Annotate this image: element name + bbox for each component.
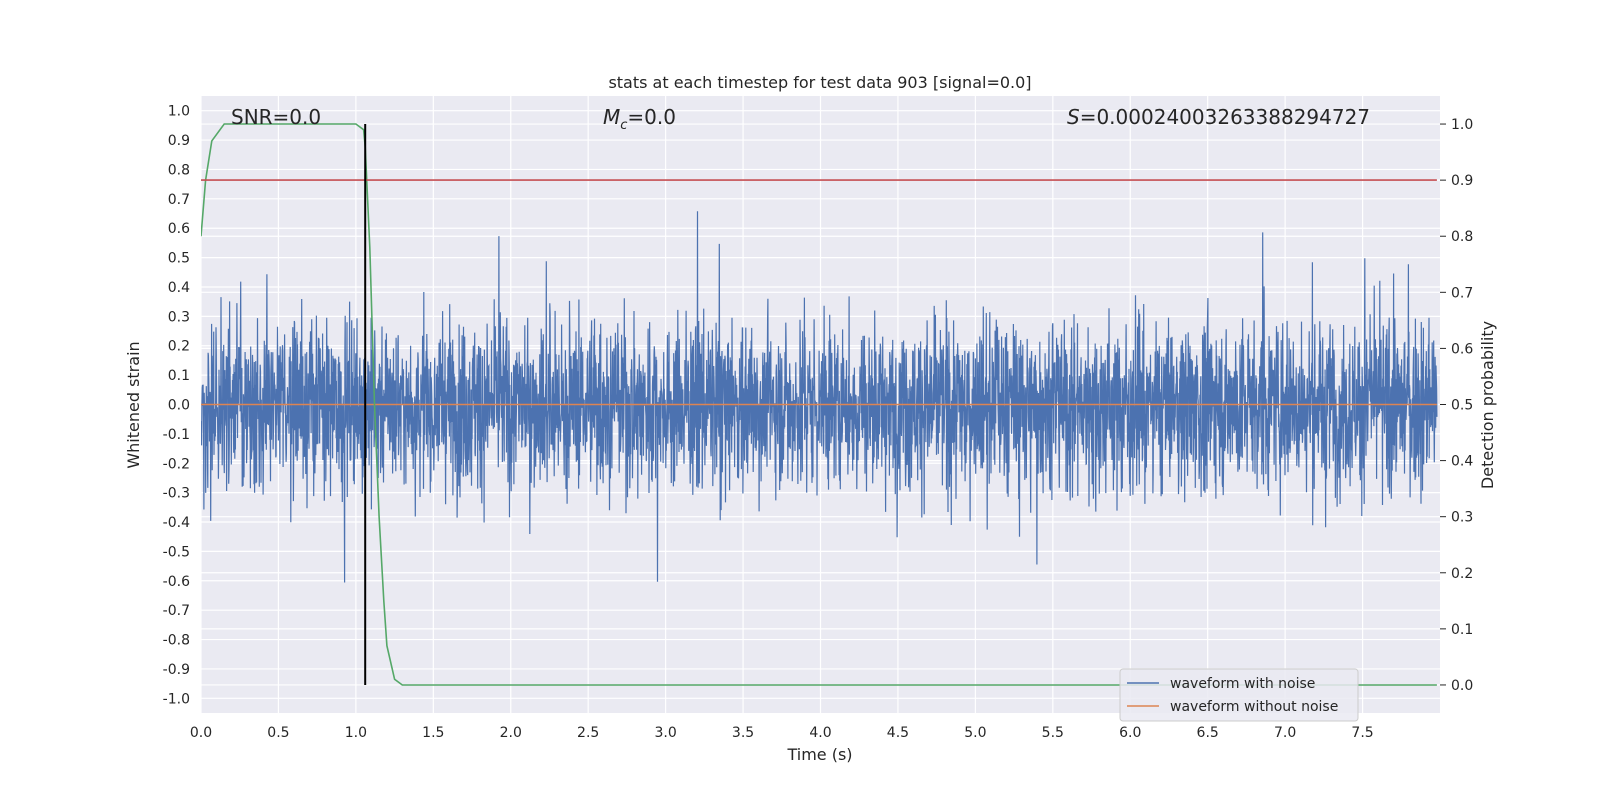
overlay-lines: [201, 123, 1437, 686]
x-tick-label: 1.0: [345, 725, 367, 741]
x-tick-label: 0.5: [267, 725, 289, 741]
detection-probability-line: [201, 123, 1437, 686]
y-tick-label: -1.0: [163, 691, 190, 707]
y-tick-label: -0.6: [163, 574, 190, 590]
y-tick-label: 0.9: [168, 133, 190, 149]
y-tick-label: 0.6: [168, 221, 190, 237]
y-tick-label: 1.0: [168, 104, 190, 120]
y2-tick-label: 0.3: [1451, 510, 1473, 526]
y-tick-label: 0.1: [168, 368, 190, 384]
y-tick-label: -0.3: [163, 486, 190, 502]
y2-tick-label: 0.6: [1451, 341, 1473, 357]
y-tick-label: -0.7: [163, 603, 190, 619]
x-tick-label: 7.0: [1274, 725, 1296, 741]
y-tick-label: 0.2: [168, 339, 190, 355]
y-axis-label: Whitened strain: [124, 341, 143, 468]
annotation-snr: SNR=0.0: [231, 105, 321, 129]
legend-label-clean: waveform without noise: [1170, 699, 1338, 715]
annotation-s-number: =0.00024003263388294727: [1080, 105, 1370, 129]
x-tick-label: 3.0: [654, 725, 676, 741]
y-tick-label: 0.8: [168, 162, 190, 178]
annotation-chirp-mass-subscript: c: [620, 118, 627, 133]
y-tick-label: -0.9: [163, 662, 190, 678]
x-tick-label: 6.5: [1197, 725, 1219, 741]
x-tick-label: 7.5: [1351, 725, 1373, 741]
y2-tick-label: 0.8: [1451, 229, 1473, 245]
chart-title: stats at each timestep for test data 903…: [608, 73, 1031, 92]
y-tick-label: 0.3: [168, 309, 190, 325]
x-tick-label: 5.5: [1042, 725, 1064, 741]
x-tick-label: 0.0: [190, 725, 212, 741]
y2-tick-label: 0.0: [1451, 678, 1473, 694]
y-axis-right: 1.0 0.9 0.8 0.7 0.6 0.5 0.4 0.3 0.2 0.1 0.0: [1440, 117, 1473, 694]
x-tick-label: 2.0: [500, 725, 522, 741]
y2-tick-label: 0.2: [1451, 566, 1473, 582]
legend: waveform with noise waveform without noi…: [1119, 668, 1359, 722]
x-tick-label: 3.5: [732, 725, 754, 741]
y2-tick-label: 0.9: [1451, 173, 1473, 189]
y-tick-label: -0.2: [163, 456, 190, 472]
y-tick-label: -0.4: [163, 515, 190, 531]
y2-axis-label: Detection probability: [1478, 321, 1497, 489]
annotation-chirp-mass-symbol: M: [603, 105, 620, 129]
y-tick-label: 0.0: [168, 398, 190, 414]
x-axis: 0.0 0.5 1.0 1.5 2.0 2.5 3.0 3.5 4.0 4.5 5.0 5.5 6.0 6…: [190, 725, 1374, 741]
y-tick-label: 0.4: [168, 280, 190, 296]
y2-tick-label: 0.4: [1451, 454, 1473, 470]
series-waveform-with-noise: [201, 211, 1438, 583]
annotation-chirp-mass-value: =0.0: [627, 105, 676, 129]
y2-tick-label: 0.5: [1451, 398, 1473, 414]
x-tick-label: 2.5: [577, 725, 599, 741]
waveform-with-noise-line: [201, 211, 1438, 583]
legend-box: [1119, 668, 1359, 722]
y2-tick-label: 0.7: [1451, 285, 1473, 301]
y-tick-label: -0.1: [163, 427, 190, 443]
y-tick-label: -0.5: [163, 544, 190, 560]
x-tick-label: 6.0: [1119, 725, 1141, 741]
legend-label-noise: waveform with noise: [1170, 676, 1315, 692]
x-tick-label: 5.0: [964, 725, 986, 741]
x-tick-label: 4.5: [887, 725, 909, 741]
y-tick-label: -0.8: [163, 633, 190, 649]
y-tick-label: 0.7: [168, 192, 190, 208]
y2-tick-label: 1.0: [1451, 117, 1473, 133]
y-tick-label: 0.5: [168, 251, 190, 267]
x-tick-label: 4.0: [809, 725, 831, 741]
x-axis-label: Time (s): [786, 745, 852, 764]
annotation-s-value: S=0.00024003263388294727: [1067, 105, 1370, 129]
y2-tick-label: 0.1: [1451, 622, 1473, 638]
annotation-s-symbol: S: [1067, 105, 1080, 129]
x-tick-label: 1.5: [422, 725, 444, 741]
y-axis-left: 1.0 0.9 0.8 0.7 0.6 0.5 0.4 0.3 0.2 0.1 0.0 -0.1 -0.…: [163, 104, 190, 708]
annotation-chirp-mass: Mc=0.0: [603, 105, 676, 133]
